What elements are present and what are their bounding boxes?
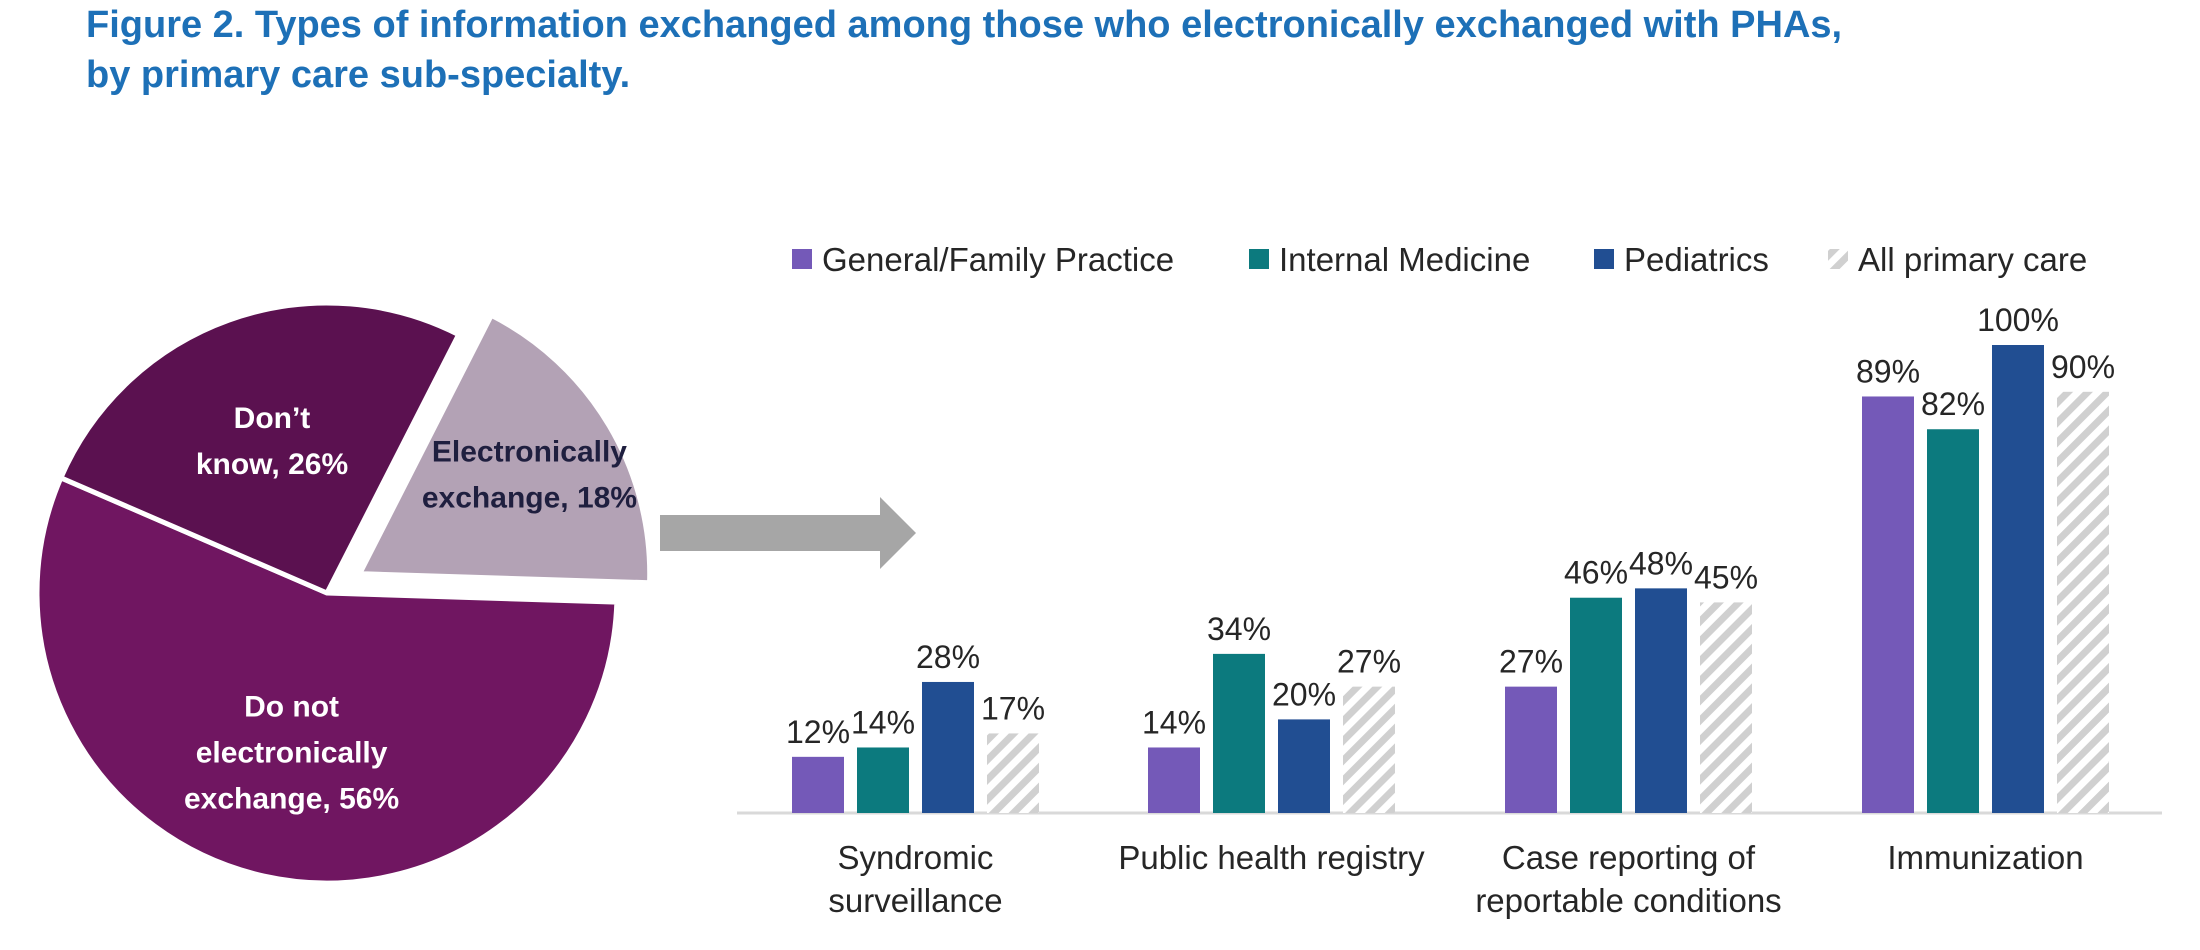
bar-data-label: 12% (786, 714, 850, 750)
legend-swatch (1828, 249, 1848, 269)
pie-slice-label: exchange, 56% (184, 782, 399, 815)
bar (987, 733, 1039, 813)
bar-data-label: 82% (1921, 386, 1985, 422)
pie-slice (357, 312, 653, 586)
figure-title: Figure 2. Types of information exchanged… (86, 0, 2186, 100)
pie-slice-label: Don’t (234, 402, 311, 435)
pie-chart: Electronically exchange, 18% Do not electro… (34, 300, 653, 886)
bar (792, 756, 844, 813)
bar (1148, 747, 1200, 813)
bar-data-label: 89% (1856, 353, 1920, 389)
legend-label: General/Family Practice (822, 241, 1174, 278)
category-label: Public health registry (1118, 839, 1425, 876)
legend-swatch (792, 249, 812, 269)
bar-data-label: 90% (2051, 349, 2115, 385)
category-label: Immunization (1887, 839, 2083, 876)
bar (1570, 597, 1622, 813)
pie-slice (58, 300, 462, 596)
figure-title-line-1: Figure 2. Types of information exchanged… (86, 4, 1843, 46)
bar (2057, 391, 2109, 813)
arrow-connector (660, 497, 916, 569)
bar (1700, 602, 1752, 813)
bar (857, 747, 909, 813)
legend-label: Pediatrics (1624, 241, 1769, 278)
bar (1213, 653, 1265, 813)
pie-slice-label: Electronically (432, 435, 627, 468)
legend-swatch (1594, 249, 1614, 269)
bar-data-label: 100% (1977, 302, 2059, 338)
bar-data-label: 28% (916, 639, 980, 675)
bar-data-label: 27% (1337, 644, 1401, 680)
bar-data-label: 34% (1207, 611, 1271, 647)
bar-data-label: 20% (1272, 676, 1336, 712)
bar-data-label: 46% (1564, 555, 1628, 591)
legend-label: All primary care (1858, 241, 2087, 278)
bar-data-label: 14% (1142, 704, 1206, 740)
bar-data-label: 17% (981, 690, 1045, 726)
bar-data-label: 27% (1499, 644, 1563, 680)
bar-data-label: 45% (1694, 559, 1758, 595)
pie-slice-label: electronically (196, 736, 388, 769)
bar-chart-legend: General/Family Practice Internal Medicine… (792, 241, 2087, 278)
category-label: surveillance (828, 882, 1002, 919)
bar-data-label: 48% (1629, 545, 1693, 581)
figure-title-line-2: by primary care sub-specialty. (86, 54, 631, 96)
bar (1635, 588, 1687, 813)
pie-slice (34, 475, 620, 886)
category-label: reportable conditions (1475, 882, 1781, 919)
bar (1505, 686, 1557, 813)
bar (922, 681, 974, 813)
legend-swatch (1249, 249, 1269, 269)
bar (1343, 686, 1395, 813)
bar (1862, 396, 1914, 813)
bar (1927, 429, 1979, 813)
category-label: Case reporting of (1502, 839, 1756, 876)
arrow-icon (660, 497, 916, 569)
pie-slice-label: exchange, 18% (422, 481, 637, 514)
bar (1992, 345, 2044, 813)
category-label: Syndromic (838, 839, 994, 876)
pie-slice-label: Do not (244, 690, 339, 723)
bar-chart: 12% 14%27%89%14%34%46%82%28%20%48%100%17%… (737, 302, 2162, 919)
bar (1278, 719, 1330, 813)
bar-data-label: 14% (851, 704, 915, 740)
pie-slice-label: know, 26% (196, 448, 348, 481)
legend-label: Internal Medicine (1279, 241, 1530, 278)
